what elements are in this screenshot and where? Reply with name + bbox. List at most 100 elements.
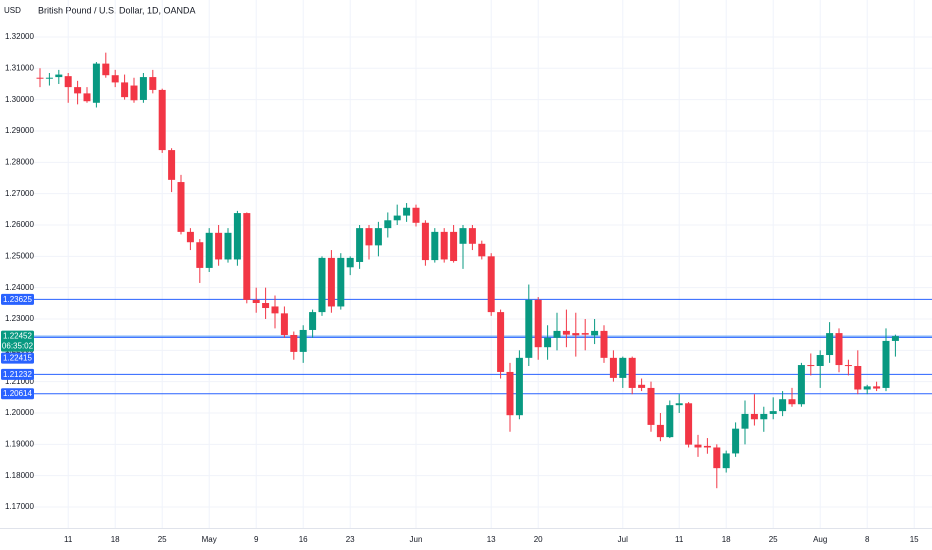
candle-body	[713, 447, 721, 469]
candle-body	[374, 228, 382, 246]
candle-body	[431, 231, 439, 261]
y-tick-label: 1.25000	[5, 251, 34, 260]
y-tick-label: 1.23000	[5, 314, 34, 323]
candle-body	[816, 355, 824, 366]
y-tick-label: 1.26000	[5, 220, 34, 229]
candle-body	[891, 336, 899, 341]
candle-body	[299, 329, 307, 352]
candle-body	[130, 85, 138, 101]
x-tick-label: 16	[299, 535, 308, 544]
candle-body	[83, 93, 91, 102]
y-tick-label: 1.19000	[5, 439, 34, 448]
candle-body	[722, 453, 730, 469]
x-tick-label: 25	[769, 535, 778, 544]
axis-unit: USD	[4, 6, 21, 15]
candle-body	[337, 257, 345, 307]
candle-body	[102, 63, 110, 76]
candle-body	[139, 77, 147, 100]
candle-body	[121, 82, 129, 98]
candle-body	[656, 424, 664, 438]
x-tick-label: 18	[722, 535, 731, 544]
candle-body	[750, 413, 758, 420]
y-tick-label: 1.27000	[5, 189, 34, 198]
candle-body	[271, 306, 279, 314]
price-line-box	[1, 293, 34, 305]
candle-body	[779, 399, 787, 412]
candle-body	[844, 365, 852, 367]
candle-body	[854, 365, 862, 390]
x-tick-label: 20	[534, 535, 543, 544]
candle-body	[703, 445, 711, 448]
countdown-label: 06:35:02	[2, 342, 34, 351]
price-line-label: 1.20614	[3, 389, 32, 398]
candle-body	[807, 365, 815, 367]
candle-body	[788, 399, 796, 405]
y-tick-label: 1.21000	[5, 377, 34, 386]
x-tick-label: 23	[346, 535, 355, 544]
chart-title: British Pound / U.S. Dollar, 1D, OANDA	[38, 5, 196, 15]
candle-body	[478, 243, 486, 257]
candle-body	[515, 357, 523, 416]
candle-body	[92, 63, 100, 103]
candle-body	[675, 403, 683, 406]
x-tick-label: 8	[865, 535, 870, 544]
y-tick-label: 1.31000	[5, 63, 34, 72]
candle-body	[233, 213, 241, 260]
candle-body	[459, 228, 467, 244]
candle-body	[591, 330, 599, 336]
candle-body	[346, 257, 354, 268]
candle-body	[863, 386, 871, 390]
candle-body	[609, 357, 617, 378]
x-tick-label: 25	[158, 535, 167, 544]
y-tick-label: 1.28000	[5, 157, 34, 166]
candle-body	[487, 256, 495, 313]
candle-body	[45, 77, 53, 79]
x-tick-label: 18	[111, 535, 120, 544]
candle-body	[36, 77, 44, 79]
candle-body	[224, 232, 232, 260]
candle-body	[553, 330, 561, 338]
candle-body	[280, 313, 288, 335]
candle-body	[882, 340, 890, 388]
candle-body	[732, 428, 740, 454]
candle-body	[769, 411, 777, 414]
x-tick-label: 13	[487, 535, 496, 544]
candle-body	[168, 150, 176, 180]
candle-body	[243, 213, 251, 300]
x-tick-label: 11	[64, 535, 73, 544]
y-tick-label: 1.17000	[5, 502, 34, 511]
x-tick-label: Aug	[813, 535, 827, 544]
y-tick-label: 1.24000	[5, 283, 34, 292]
price-line-label: 1.23625	[3, 295, 32, 304]
candle-body	[215, 232, 223, 260]
candle-body	[149, 77, 157, 90]
candle-body	[628, 357, 636, 388]
candle-body	[525, 299, 533, 358]
candle-body	[600, 330, 608, 358]
x-tick-label: 11	[675, 535, 684, 544]
candle-body	[177, 182, 185, 232]
candle-body	[647, 387, 655, 425]
candle-body	[619, 357, 627, 378]
candle-body	[506, 371, 514, 416]
candle-body	[760, 413, 768, 420]
candle-body	[562, 330, 570, 335]
y-tick-label: 1.20000	[5, 408, 34, 417]
candle-body	[694, 444, 702, 448]
candle-body	[826, 333, 834, 356]
x-tick-label: Jun	[410, 535, 423, 544]
price-line-box	[1, 352, 34, 364]
candle-body	[327, 257, 335, 307]
candle-body	[356, 228, 364, 262]
candle-body	[572, 333, 580, 336]
candle-body	[64, 76, 72, 88]
candle-body	[262, 303, 270, 309]
candle-body	[741, 413, 749, 429]
candle-body	[55, 74, 63, 78]
candle-body	[111, 75, 119, 83]
candle-body	[318, 257, 326, 313]
candle-body	[196, 242, 204, 268]
price-line-box	[1, 368, 34, 380]
